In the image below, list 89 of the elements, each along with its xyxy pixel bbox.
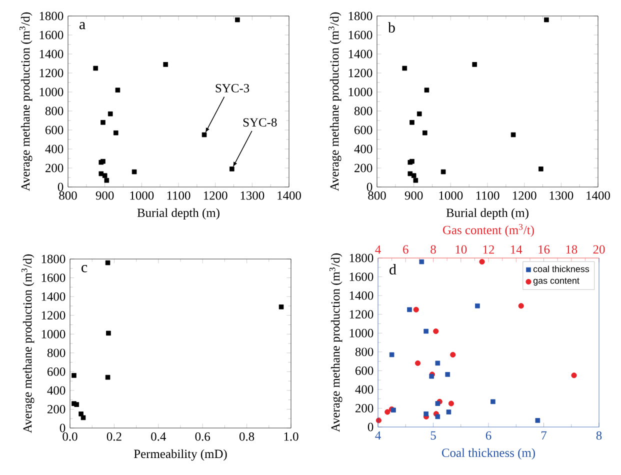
annotation: a bbox=[80, 22, 86, 30]
y-tick-label: 1200 bbox=[348, 68, 372, 78]
y-axis-title: Average methane production (m$^{3}$/d) bbox=[329, 253, 342, 432]
x-tick-label: 0.8 bbox=[239, 432, 254, 441]
annotation: c bbox=[82, 265, 88, 272]
x2-tick-label: 18 bbox=[566, 245, 578, 254]
x2-tick-label: 12 bbox=[483, 245, 494, 254]
x2-tick-label: 20 bbox=[593, 245, 605, 254]
y-tick-label: 600 bbox=[46, 126, 64, 134]
y-tick-label: 0 bbox=[368, 422, 374, 432]
y-tick-label: 600 bbox=[356, 366, 374, 375]
x-tick-label: 1300 bbox=[240, 191, 264, 200]
y-tick-label: 1800 bbox=[40, 12, 64, 20]
x2-tick-label: 6 bbox=[403, 245, 408, 254]
x-tick-label: 1400 bbox=[586, 191, 610, 200]
y-tick-label: 1600 bbox=[348, 30, 372, 40]
y-tick-label: 1800 bbox=[42, 254, 66, 264]
x-tick-label: 0.4 bbox=[151, 432, 166, 441]
y-tick-label: 1200 bbox=[42, 311, 66, 320]
y-tick-label: 800 bbox=[45, 106, 64, 116]
y-tick-label: 1600 bbox=[40, 30, 64, 40]
y-tick-label: 1400 bbox=[348, 50, 372, 58]
y-tick-label: 200 bbox=[48, 405, 66, 414]
y-tick-label: 0 bbox=[366, 182, 372, 192]
x-tick-label: 0.0 bbox=[62, 432, 78, 441]
x2-tick-label: 4 bbox=[375, 245, 381, 254]
x-tick-label: 1100 bbox=[476, 191, 500, 200]
x-tick-label: 1100 bbox=[167, 191, 190, 200]
y-tick-label: 1600 bbox=[42, 274, 66, 282]
y-tick-label: 400 bbox=[355, 385, 374, 394]
y-tick-label: 600 bbox=[354, 126, 372, 134]
y-tick-label: 0 bbox=[58, 182, 64, 192]
y-axis-title: Average methane production (m$^{3}$/d) bbox=[328, 12, 342, 192]
x2-axis-title: Gas content (m$^{3}$/t) bbox=[443, 224, 534, 237]
x-tick-label: 4 bbox=[375, 431, 381, 440]
x2-tick-label: 10 bbox=[456, 245, 467, 254]
x-tick-label: 900 bbox=[404, 191, 423, 200]
x-tick-label: 6 bbox=[486, 431, 492, 440]
y-tick-label: 200 bbox=[356, 404, 374, 412]
x-axis-title: Coal thickness (m) bbox=[442, 448, 535, 460]
x-tick-label: 0.2 bbox=[106, 432, 122, 441]
y-tick-label: 1400 bbox=[350, 291, 374, 300]
x2-tick-label: 14 bbox=[511, 245, 522, 254]
y-axis-title: Average methane production (m$^{3}$/d) bbox=[19, 12, 32, 192]
y-tick-label: 800 bbox=[47, 348, 66, 358]
y-tick-label: 600 bbox=[48, 367, 66, 376]
y-tick-label: 1000 bbox=[40, 88, 64, 96]
x-tick-label: 1000 bbox=[130, 191, 154, 200]
x-tick-label: 1300 bbox=[550, 191, 574, 200]
x-axis-title: Burial depth (m) bbox=[137, 208, 220, 220]
y-tick-label: 0 bbox=[60, 424, 66, 432]
y-tick-label: 1800 bbox=[348, 12, 372, 20]
y-tick-label: 1000 bbox=[348, 88, 372, 96]
x-tick-label: 8 bbox=[596, 431, 602, 440]
y-tick-label: 200 bbox=[46, 164, 64, 172]
y-tick-label: 1000 bbox=[42, 330, 66, 338]
y-tick-label: 1800 bbox=[350, 254, 374, 262]
legend-label: gas content bbox=[533, 278, 580, 286]
x-tick-label: 5 bbox=[430, 431, 436, 440]
y-tick-label: 1000 bbox=[350, 328, 374, 338]
y-tick-label: 1200 bbox=[40, 68, 64, 78]
x-tick-label: 900 bbox=[96, 191, 114, 200]
annotation: b bbox=[388, 22, 395, 33]
annotation: d bbox=[390, 264, 396, 275]
x2-tick-label: 8 bbox=[430, 245, 436, 254]
y-tick-label: 800 bbox=[354, 106, 372, 116]
y-tick-label: 400 bbox=[354, 144, 372, 154]
annotation: SYC-3 bbox=[216, 84, 250, 92]
x-axis-title: Permeability (mD) bbox=[134, 449, 227, 461]
x-tick-label: 1200 bbox=[204, 191, 228, 200]
x-tick-label: 1.0 bbox=[284, 432, 298, 441]
y-tick-label: 1600 bbox=[350, 272, 374, 281]
x2-tick-label: 16 bbox=[538, 245, 550, 254]
y-tick-label: 800 bbox=[355, 348, 374, 356]
x-tick-label: 7 bbox=[541, 431, 547, 440]
y-tick-label: 1400 bbox=[42, 292, 66, 301]
y-tick-label: 400 bbox=[47, 386, 66, 395]
x-tick-label: 1200 bbox=[512, 191, 536, 200]
x-axis-title: Burial depth (m) bbox=[446, 208, 528, 220]
y-axis-title: Average methane production (m$^{3}$/d) bbox=[21, 254, 34, 434]
annotation: SYC-8 bbox=[243, 118, 277, 127]
legend-label: coal thickness bbox=[533, 266, 590, 272]
y-tick-label: 400 bbox=[45, 144, 64, 154]
y-tick-label: 1400 bbox=[40, 50, 64, 58]
x-tick-label: 1400 bbox=[278, 191, 301, 200]
x-tick-label: 0.6 bbox=[195, 432, 210, 441]
y-tick-label: 200 bbox=[354, 164, 372, 172]
y-tick-label: 1200 bbox=[350, 310, 374, 319]
x-tick-label: 1000 bbox=[439, 191, 463, 200]
